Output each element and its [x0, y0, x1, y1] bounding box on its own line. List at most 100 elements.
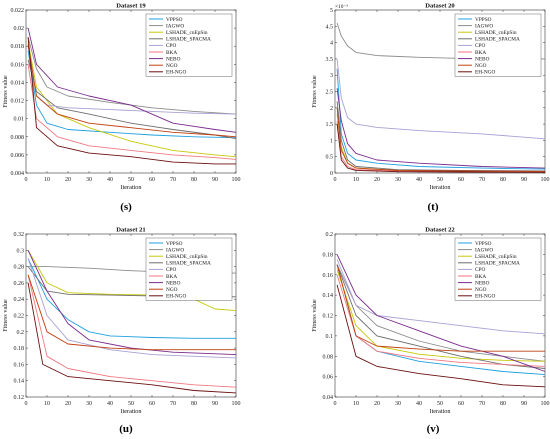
legend-entry: EH-NGO — [475, 294, 495, 300]
y-tick-label: 0.14 — [14, 379, 25, 385]
legend-entry: NGO — [166, 287, 178, 293]
series-line-vppso — [336, 68, 546, 170]
series-line-lshade-cnepsin — [27, 250, 237, 312]
x-tick-label: 20 — [65, 177, 71, 183]
legend-entry: CPO — [475, 267, 485, 273]
x-tick-label: 60 — [458, 401, 464, 407]
x-tick-label: 70 — [170, 401, 176, 407]
legend-entry: NGO — [475, 63, 487, 69]
legend-entry: CPO — [475, 43, 485, 49]
y-tick-label: 0.02 — [14, 26, 25, 32]
x-tick-label: 30 — [395, 177, 401, 183]
panel-label: (t) — [428, 201, 439, 213]
x-tick-label: 80 — [191, 177, 197, 183]
y-tick-label: 0.18 — [14, 346, 25, 352]
x-tick-label: 80 — [191, 401, 197, 407]
y-tick-label: 0.06 — [323, 375, 334, 381]
legend-entry: VPPSO — [166, 17, 183, 23]
series-line-eh-ngo — [27, 37, 236, 165]
x-axis-label: Iteration — [121, 184, 142, 191]
x-tick-label: 20 — [374, 177, 380, 183]
legend-entry: NEBO — [475, 56, 490, 62]
legend-entry: CPO — [166, 43, 176, 49]
series-line-nebo — [27, 250, 237, 356]
x-tick-label: 20 — [65, 401, 71, 407]
chart-panel-1: 0 10 20 30 40 50 60 70 80 90 100 0.004 0.006 0.008 0.0… — [2, 3, 241, 214]
y-tick-label: 0.12 — [14, 395, 25, 401]
x-tick-label: 70 — [479, 401, 485, 407]
series-line-vppso — [27, 258, 236, 339]
series-line-vppso — [27, 50, 237, 139]
y-tick-label: 0.12 — [323, 314, 334, 320]
y-tick-label: 0.01 — [14, 117, 25, 123]
x-tick-label: 50 — [437, 401, 443, 407]
x-tick-label: 100 — [541, 177, 550, 183]
x-tick-label: 60 — [458, 177, 464, 183]
series-line-iagwo — [27, 37, 237, 115]
legend-entry: IAGWO — [475, 247, 493, 253]
legend-entry: LSHADE_SPACMA — [475, 37, 520, 43]
legend-entry: LSHADE_SPACMA — [475, 261, 520, 267]
y-tick-label: 1 — [330, 138, 333, 144]
x-tick-label: 60 — [149, 401, 155, 407]
y-tick-label: 2.5 — [326, 90, 334, 96]
panel-label: (v) — [427, 423, 440, 435]
y-tick-label: 0.28 — [14, 265, 25, 271]
legend-entry: NEBO — [166, 280, 181, 286]
series-line-eh-ngo — [336, 124, 546, 173]
legend-entry: NEBO — [475, 280, 490, 286]
y-tick-label: 0.008 — [11, 135, 25, 141]
y-tick-label: 0.1 — [326, 334, 334, 340]
legend-entry: BKA — [475, 274, 486, 280]
x-tick-label: 90 — [521, 177, 527, 183]
legend-entry: VPPSO — [475, 241, 492, 247]
series-line-lshade-spacma — [27, 59, 237, 140]
x-tick-label: 90 — [212, 401, 218, 407]
x-tick-label: 30 — [395, 401, 401, 407]
x-tick-label: 30 — [86, 401, 92, 407]
y-tick-label: 0.5 — [326, 155, 334, 161]
legend-entry: NEBO — [166, 56, 181, 62]
legend-entry: IAGWO — [166, 247, 184, 253]
y-tick-label: 0.16 — [14, 362, 25, 368]
series-line-eh-ngo — [27, 282, 237, 394]
series-line-lshade-cnepsin — [27, 41, 237, 158]
y-tick-label: 0.014 — [11, 80, 25, 86]
y-axis-exponent: ×10⁻³ — [335, 4, 348, 10]
x-tick-label: 100 — [541, 401, 550, 407]
chart-title: Dataset 19 — [116, 3, 146, 10]
legend-entry: EH-NGO — [166, 70, 186, 76]
legend-entry: BKA — [475, 50, 486, 56]
y-tick-label: 5 — [330, 8, 333, 14]
y-tick-label: 0.2 — [326, 232, 334, 238]
x-tick-label: 50 — [437, 177, 443, 183]
x-tick-label: 0 — [25, 177, 28, 183]
series-line-ngo — [336, 107, 546, 172]
y-tick-label: 0.018 — [11, 44, 25, 50]
y-tick-label: 0.18 — [323, 252, 334, 258]
y-axis-label: Fitness value — [2, 75, 9, 108]
x-axis-label: Iteration — [121, 408, 142, 415]
series-line-nebo — [336, 254, 546, 372]
y-tick-label: 4.5 — [326, 24, 334, 30]
x-tick-label: 40 — [416, 401, 422, 407]
legend-entry: LSHADE_cnEpSin — [475, 254, 517, 260]
y-tick-label: 0.3 — [17, 248, 25, 254]
series-line-ngo — [336, 264, 545, 352]
y-axis-label: Fitness value — [311, 299, 318, 332]
x-tick-label: 10 — [353, 401, 359, 407]
y-axis-label: Fitness value — [2, 299, 9, 332]
chart-title: Dataset 20 — [425, 3, 455, 10]
x-tick-label: 20 — [374, 401, 380, 407]
x-tick-label: 10 — [353, 177, 359, 183]
series-line-ngo — [27, 274, 236, 351]
x-tick-label: 80 — [500, 401, 506, 407]
panel-label: (u) — [119, 423, 133, 435]
y-tick-label: 1.5 — [326, 122, 334, 128]
legend-entry: EH-NGO — [166, 294, 186, 300]
y-tick-label: 0.14 — [323, 293, 334, 299]
series-line-cpo — [27, 258, 237, 359]
y-tick-label: 0.22 — [14, 314, 25, 320]
y-tick-label: 0.32 — [14, 232, 25, 238]
chart-title: Dataset 22 — [425, 227, 455, 234]
